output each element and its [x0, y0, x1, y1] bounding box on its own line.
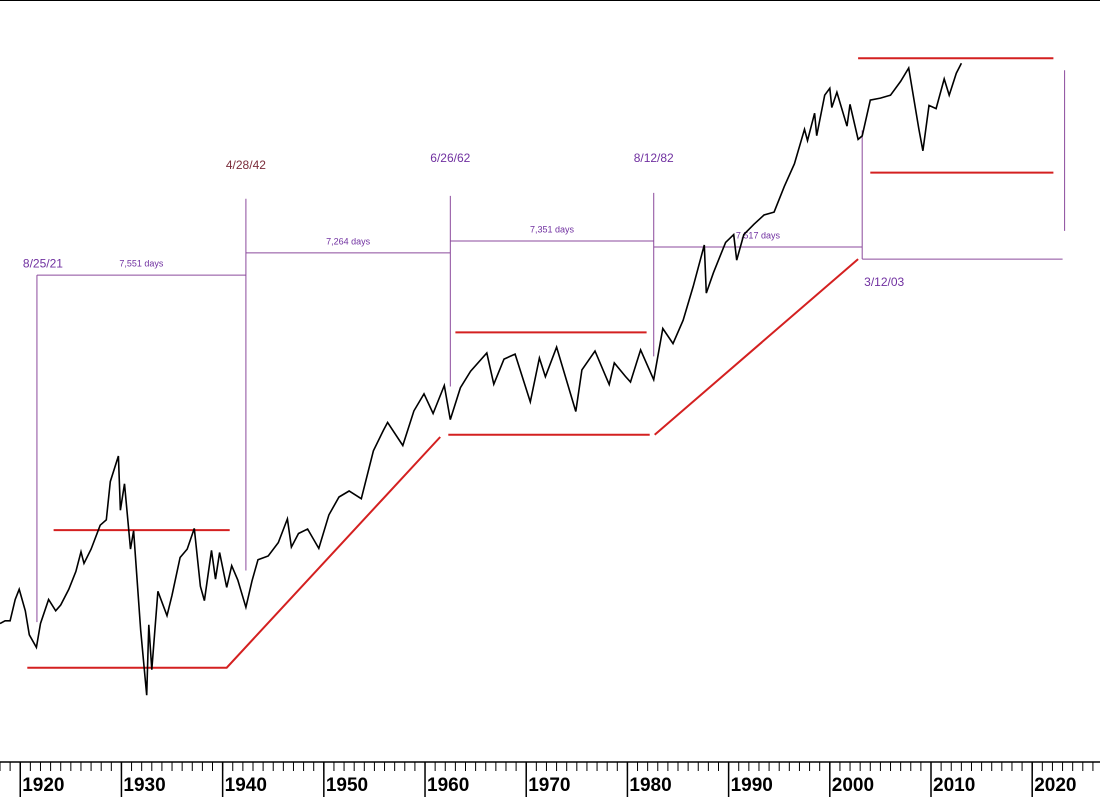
- x-tick-label: 1950: [326, 775, 368, 796]
- date-label: 4/28/42: [226, 158, 266, 172]
- x-tick-label: 1960: [427, 775, 469, 796]
- x-tick-label: 1970: [528, 775, 570, 796]
- x-tick-label: 2010: [933, 775, 975, 796]
- price-line: [0, 62, 963, 696]
- span-label: 7,351 days: [530, 224, 575, 234]
- span-label: 7,264 days: [326, 236, 371, 246]
- date-label: 8/25/21: [23, 256, 63, 270]
- x-tick-label: 1940: [225, 775, 267, 796]
- x-tick-label: 1980: [629, 775, 671, 796]
- span-label: 7,517 days: [736, 230, 781, 240]
- x-tick-label: 1990: [731, 775, 773, 796]
- x-tick-label: 1920: [22, 775, 64, 796]
- x-tick-label: 2000: [832, 775, 874, 796]
- date-label: 3/12/03: [864, 275, 904, 289]
- red-line: [654, 258, 859, 436]
- date-label: 6/26/62: [430, 151, 470, 165]
- span-label: 7,551 days: [119, 258, 164, 268]
- red-line: [27, 436, 441, 669]
- x-tick-label: 1930: [123, 775, 165, 796]
- date-label: 8/12/82: [634, 151, 674, 165]
- x-tick-label: 2020: [1034, 775, 1076, 796]
